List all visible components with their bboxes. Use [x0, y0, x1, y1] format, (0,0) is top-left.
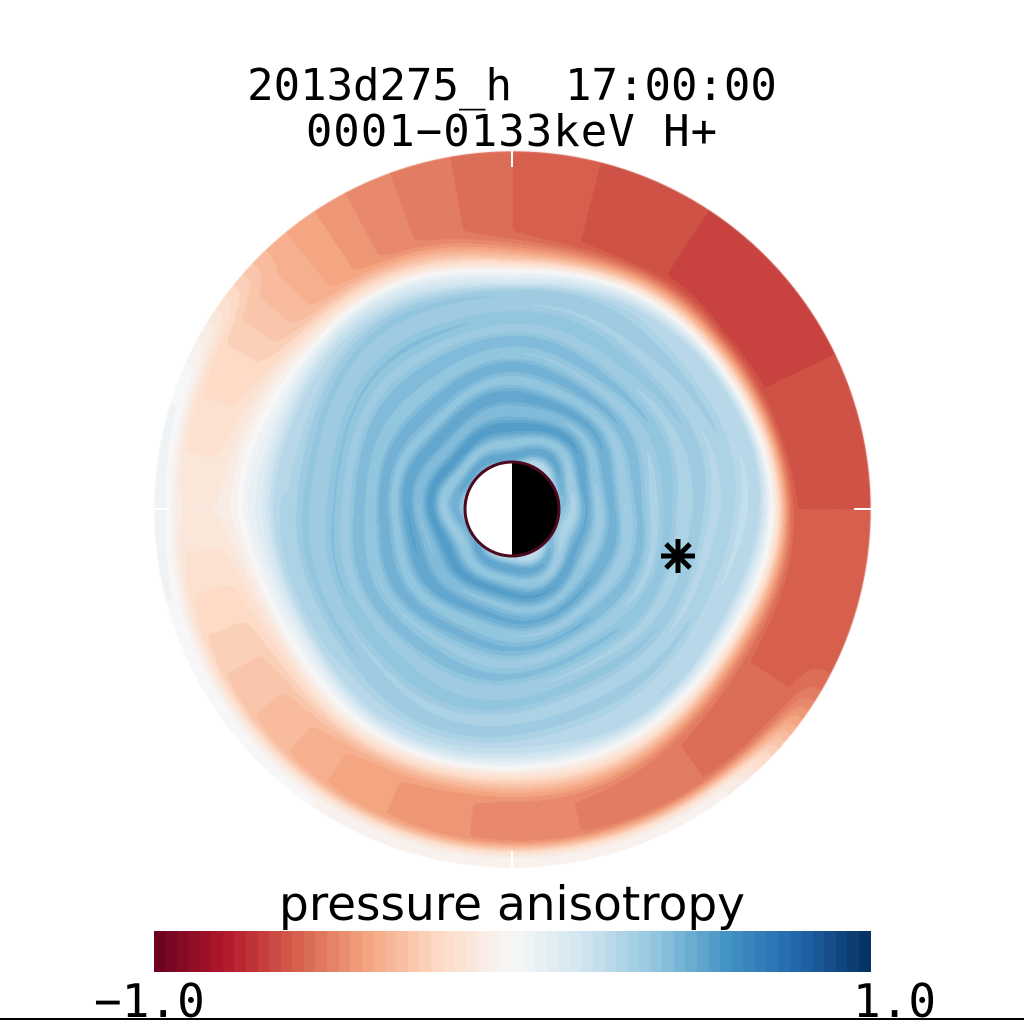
- earth-nightside: [512, 462, 559, 556]
- earth-outline: [463, 460, 561, 558]
- plot-title-line1: 2013d275_h 17:00:00: [247, 60, 777, 111]
- bottom-frame-line: [0, 1018, 1024, 1020]
- colorbar: [154, 931, 871, 972]
- colorbar-title: pressure anisotropy: [279, 877, 745, 932]
- spacecraft-asterisk-marker: [664, 542, 692, 570]
- plot-title-line2: 0001−0133keV H+: [305, 106, 719, 157]
